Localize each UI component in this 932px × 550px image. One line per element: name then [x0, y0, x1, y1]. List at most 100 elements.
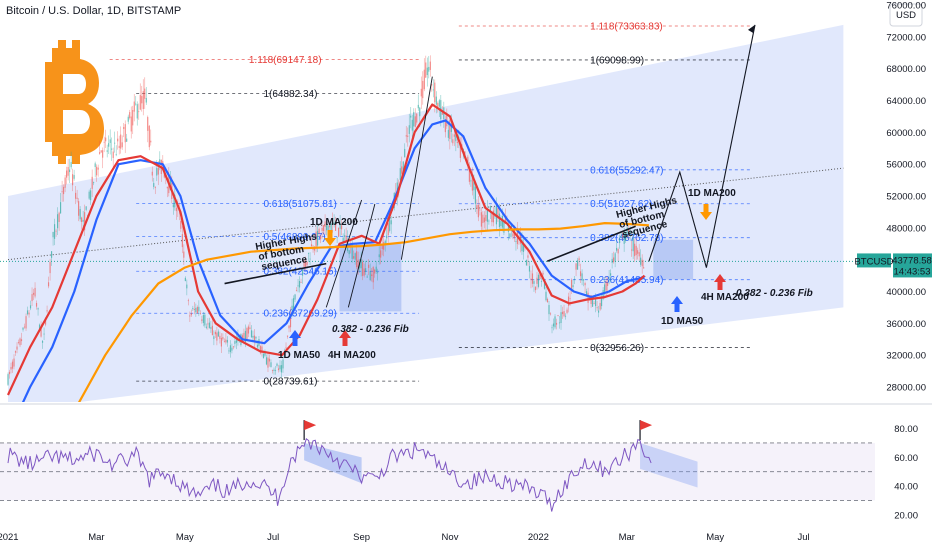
candle-body [184, 277, 186, 282]
candle-body [482, 214, 484, 224]
candle-body [180, 220, 182, 229]
candle-body [342, 237, 344, 244]
impulse-line [347, 203, 376, 308]
y-tick-label: 36000.00 [886, 319, 926, 330]
candle-body [147, 117, 149, 131]
candle-body [234, 341, 236, 344]
candle-body [303, 261, 305, 267]
y-tick-label: 52000.00 [886, 192, 926, 203]
candle-body [243, 332, 245, 340]
candle-body [473, 181, 475, 191]
candle-body [525, 260, 528, 266]
candle-body [573, 278, 576, 280]
annotation-fib-zone-right: 0.382 - 0.236 Fib [736, 288, 813, 299]
candle-body [512, 233, 514, 237]
fib-level-label: 1.118(69147.18) [249, 55, 322, 66]
candle-body [408, 125, 410, 134]
candle-body [635, 245, 637, 256]
candle-body [585, 291, 588, 295]
candle-body [201, 319, 203, 321]
candle-body [377, 272, 379, 274]
candle-body [150, 140, 152, 143]
candle-body [55, 230, 57, 232]
candle-body [88, 191, 90, 199]
candle-body [121, 142, 123, 148]
candle-body [608, 277, 610, 279]
candle-body [82, 219, 84, 222]
candle-body [10, 366, 12, 370]
candle-body [40, 325, 42, 337]
candle-body [339, 223, 341, 229]
candle-body [106, 150, 108, 152]
candle-body [435, 96, 437, 105]
candle-body [591, 299, 594, 307]
candle-body [396, 182, 398, 196]
candle-body [470, 180, 472, 182]
candle-body [476, 205, 478, 209]
candle-body [540, 280, 543, 282]
candle-body [401, 166, 403, 174]
candle-body [274, 370, 277, 372]
candle-body [581, 273, 583, 281]
candle-body [166, 186, 168, 189]
candle-body [431, 84, 433, 86]
currency-label: USD [896, 10, 916, 21]
candle-body [58, 212, 60, 222]
currency-box[interactable] [889, 3, 923, 27]
candle-body [118, 145, 120, 148]
candle-body [127, 116, 129, 122]
candle-body [256, 344, 259, 348]
candle-body [276, 363, 278, 366]
candle-body [503, 221, 505, 233]
candle-body [43, 333, 45, 335]
candle-body [507, 223, 510, 232]
candle-body [321, 228, 323, 231]
candle-body [413, 112, 415, 127]
ma200-arrow-left [324, 230, 336, 246]
candle-body [366, 276, 368, 278]
rsi-y-tick-label: 80.00 [894, 424, 918, 435]
candle-body [109, 139, 111, 143]
candle-body [310, 244, 313, 247]
candle-body [41, 340, 44, 343]
bitcoin-logo-hole [63, 74, 86, 94]
candle-body [148, 125, 150, 148]
candle-body [298, 280, 301, 288]
candle-body [371, 274, 373, 276]
candle-body [474, 186, 476, 204]
candle-body [438, 100, 440, 107]
candle-body [434, 82, 436, 103]
candle-body [304, 260, 307, 268]
candle-body [202, 315, 204, 323]
candle-body [312, 248, 314, 250]
candle-body [353, 256, 355, 259]
candle-body [120, 134, 122, 149]
candle-body [217, 331, 219, 337]
candle-body [270, 362, 272, 368]
candle-body [259, 346, 262, 354]
channel-band [8, 24, 844, 402]
candle-body [138, 111, 140, 113]
candle-body [501, 215, 504, 228]
candle-body [142, 91, 144, 110]
candle-body [37, 308, 39, 310]
candle-body [509, 233, 511, 238]
candle-body [357, 259, 359, 270]
candle-body [46, 310, 48, 312]
candle-body [219, 335, 221, 339]
candle-body [345, 235, 347, 243]
candle-body [324, 221, 326, 227]
candle-body [111, 148, 113, 150]
candle-body [354, 253, 356, 260]
candle-body [286, 335, 289, 337]
candle-body [437, 102, 439, 108]
countdown-label: 14:43:53 [894, 266, 931, 277]
symbol-tag [857, 253, 891, 268]
candle-body [381, 245, 383, 249]
candle-body [190, 313, 192, 316]
candle-body [297, 285, 299, 287]
candle-body [614, 253, 616, 261]
x-tick-label: 2021 [0, 532, 19, 543]
candle-body [70, 161, 72, 168]
candle-body [47, 282, 50, 287]
